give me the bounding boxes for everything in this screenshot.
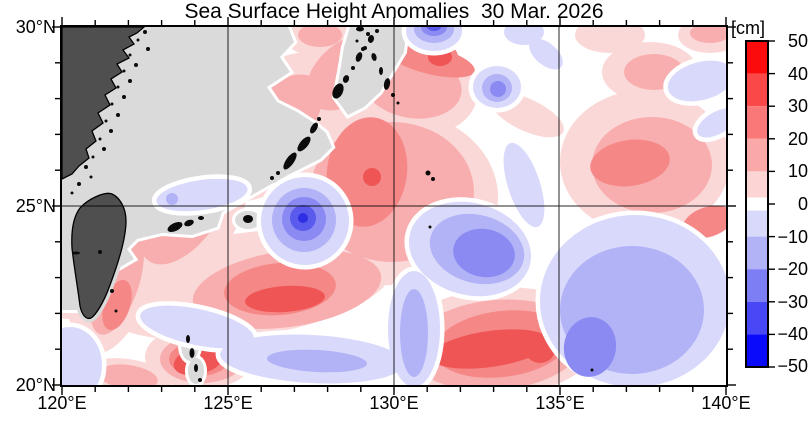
anomaly-negative-level3 xyxy=(282,27,617,377)
graticule-gridlines xyxy=(62,27,726,385)
colorbar-tick-m50: −50 xyxy=(777,356,808,376)
colorbar-tick-40: 40 xyxy=(787,64,808,84)
colorbar-segments xyxy=(746,41,768,367)
china-mainland xyxy=(62,27,145,180)
lon-label-135e: 135°E xyxy=(535,393,585,413)
colorbar-tick-m20: −20 xyxy=(777,259,808,279)
lat-label-30n: 30°N xyxy=(15,17,56,37)
ryukyu-island-chain xyxy=(167,27,400,232)
china-coastal-islets xyxy=(70,30,150,195)
lon-label-140e: 140°E xyxy=(701,393,751,413)
batanes-islands xyxy=(186,335,202,382)
map-frame xyxy=(60,25,728,387)
colorbar-tick-m10: −10 xyxy=(777,227,808,247)
lon-label-130e: 130°E xyxy=(369,393,419,413)
daito-islands xyxy=(425,170,594,372)
anomaly-negative-level5 xyxy=(298,213,308,223)
plot-title: Sea Surface Height Anomalies 30 Mar. 202… xyxy=(184,0,604,23)
colorbar-tick-0: 0 xyxy=(797,194,808,214)
lon-label-120e: 120°E xyxy=(37,393,87,413)
colorbar-tick-20: 20 xyxy=(787,129,808,149)
colorbar-tick-50: 50 xyxy=(787,31,808,51)
colorbar-tick-m40: −40 xyxy=(777,324,808,344)
colorbar-unit-label: [cm] xyxy=(731,18,765,38)
anomaly-negative-level2 xyxy=(166,27,704,377)
lat-label-25n: 25°N xyxy=(15,196,56,216)
taiwan-offshore-islets xyxy=(72,250,118,313)
colorbar-tick-10: 10 xyxy=(787,161,808,181)
taiwan-island xyxy=(71,192,127,320)
map-field xyxy=(62,27,726,385)
colorbar-tick-30: 30 xyxy=(787,96,808,116)
lon-label-125e: 125°E xyxy=(203,393,253,413)
colorbar-tick-m30: −30 xyxy=(777,292,808,312)
colorbar-border xyxy=(745,40,769,368)
lat-label-20n: 20°N xyxy=(15,375,56,395)
